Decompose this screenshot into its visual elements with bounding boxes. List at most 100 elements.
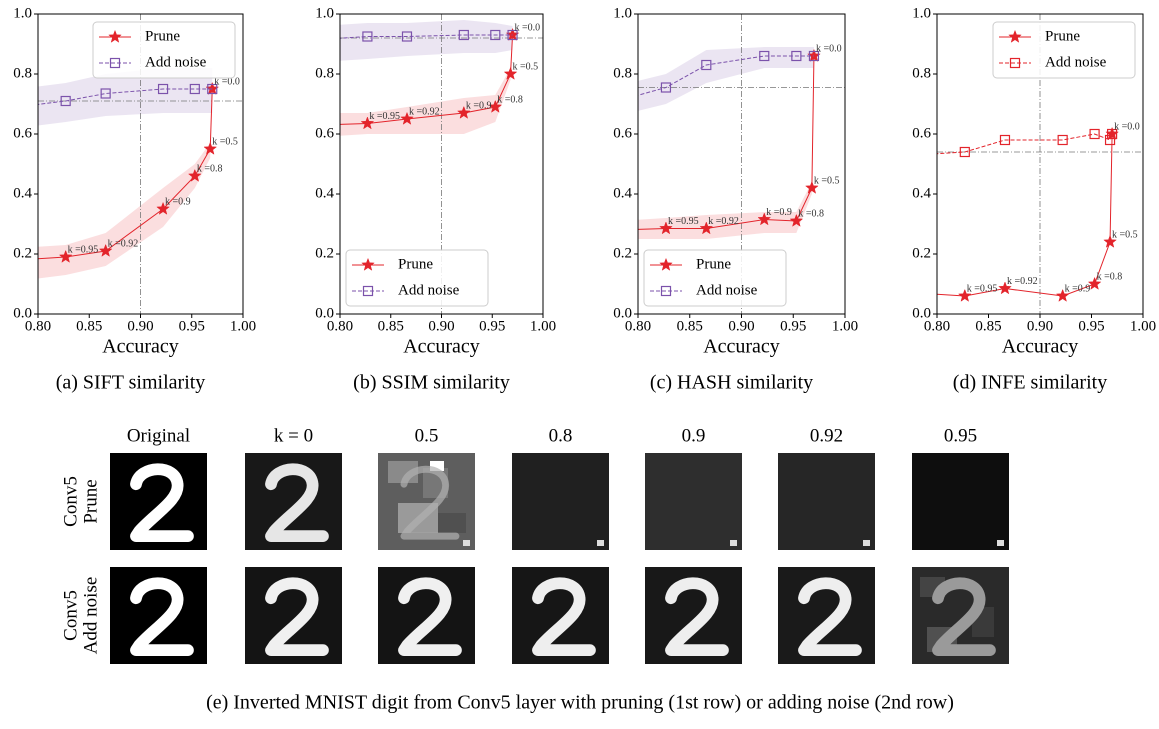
corner-pixel <box>597 540 604 546</box>
point-label: k =0.5 <box>1112 229 1138 240</box>
y-tick-label: 0.4 <box>912 185 931 201</box>
noise-patch <box>438 513 466 533</box>
point-label: k =0.9 <box>165 196 191 207</box>
marker-star <box>659 257 673 271</box>
marker-star <box>957 288 972 302</box>
digit-image <box>645 453 742 550</box>
marker-star <box>400 111 414 125</box>
digit-stroke <box>932 577 996 657</box>
digit-image <box>245 453 342 550</box>
series-line <box>638 55 814 96</box>
y-tick-label: 0.8 <box>315 65 334 81</box>
row-label: Conv5 <box>60 590 81 641</box>
marker-star <box>203 141 218 155</box>
legend: Prune Add noise <box>345 249 489 307</box>
marker-star <box>361 257 375 271</box>
digit-stroke <box>130 577 194 657</box>
series-line <box>38 88 213 105</box>
digit-image <box>378 567 475 664</box>
column-label: 0.95 <box>944 425 977 446</box>
marker-square <box>701 59 712 71</box>
digit-stroke <box>265 463 329 543</box>
marker-square <box>791 50 802 62</box>
point-label: k =0.5 <box>513 61 539 72</box>
marker-square <box>207 83 218 95</box>
point-label: k =0.92 <box>708 216 739 227</box>
row-label: Conv5 <box>60 476 81 527</box>
x-tick-label: 0.95 <box>1078 318 1104 334</box>
marker-square <box>1089 128 1100 140</box>
marker-star <box>187 168 202 182</box>
x-tick-label: 0.95 <box>479 318 505 334</box>
digit-stroke <box>400 465 460 540</box>
marker-star <box>998 281 1012 295</box>
x-tick-label: 0.90 <box>428 318 454 334</box>
corner-pixel <box>997 540 1004 546</box>
digit-image <box>912 567 1009 664</box>
column-label: 0.8 <box>549 425 573 446</box>
marker-square <box>100 88 111 99</box>
marker-star <box>108 29 122 43</box>
y-tick-label: 0.8 <box>912 65 931 81</box>
image-bg <box>912 453 1009 550</box>
marker-star <box>699 221 714 235</box>
marker-square <box>507 29 518 41</box>
marker-star <box>611 224 623 236</box>
point-label: k =0.8 <box>798 208 824 219</box>
x-axis-label: Accuracy <box>102 336 179 358</box>
marker-square <box>660 285 672 297</box>
point-label: k =0.0 <box>515 22 541 33</box>
x-tick-label: 1.00 <box>530 318 556 334</box>
y-tick-label: 0.0 <box>315 305 334 321</box>
corner-pixel <box>463 540 470 546</box>
marker-square <box>1057 134 1068 146</box>
digit-image <box>778 567 875 664</box>
x-tick-label: 0.90 <box>127 318 153 334</box>
marker-square <box>458 29 469 41</box>
plot-area <box>912 14 1143 314</box>
row-label: Add noise <box>80 577 101 655</box>
point-label: k =0.95 <box>68 244 99 255</box>
image-bg <box>512 453 609 550</box>
point-label: k =0.8 <box>497 94 523 105</box>
marker-square <box>1106 128 1118 140</box>
point-label: k =0.8 <box>1097 271 1123 282</box>
point-label: k =0.0 <box>214 76 240 87</box>
marker-square <box>1009 57 1021 69</box>
chart-caption: (d) INFE similarity <box>953 372 1107 394</box>
point-label: k =0.95 <box>967 283 998 294</box>
marker-square <box>959 146 970 158</box>
series-line <box>937 133 1113 155</box>
point-label: k =0.92 <box>108 238 139 249</box>
digit-stroke <box>130 463 194 543</box>
legend-label: Prune <box>145 28 180 44</box>
legend-box <box>92 21 236 79</box>
legend-label: Add noise <box>1045 54 1107 70</box>
point-label: k =0.5 <box>212 136 238 147</box>
point-label: k =0.5 <box>814 175 840 186</box>
corner-pixel <box>730 540 737 546</box>
marker-square <box>362 285 374 297</box>
marker-square <box>912 151 921 160</box>
y-tick-label: 0.6 <box>613 125 632 141</box>
digit-stroke <box>398 577 462 657</box>
legend-label: Prune <box>398 256 433 272</box>
corner-pixel <box>863 540 870 546</box>
legend-label: Add noise <box>696 282 758 298</box>
legend: Prune Add noise <box>92 21 236 79</box>
column-label: 0.9 <box>682 425 706 446</box>
x-tick-label: 0.80 <box>625 318 651 334</box>
image-bg <box>778 453 875 550</box>
legend-box <box>992 21 1136 79</box>
confidence-band <box>340 20 513 61</box>
digit-image <box>378 453 475 550</box>
marker-square <box>759 50 770 62</box>
column-label: Original <box>127 425 190 446</box>
digit-image <box>110 567 207 664</box>
marker-star <box>156 201 170 215</box>
marker-star <box>1087 276 1102 290</box>
y-tick-label: 1.0 <box>912 5 931 21</box>
y-tick-label: 0.2 <box>13 245 32 261</box>
y-tick-label: 0.8 <box>613 65 632 81</box>
point-label: k =0.9 <box>1065 283 1091 294</box>
